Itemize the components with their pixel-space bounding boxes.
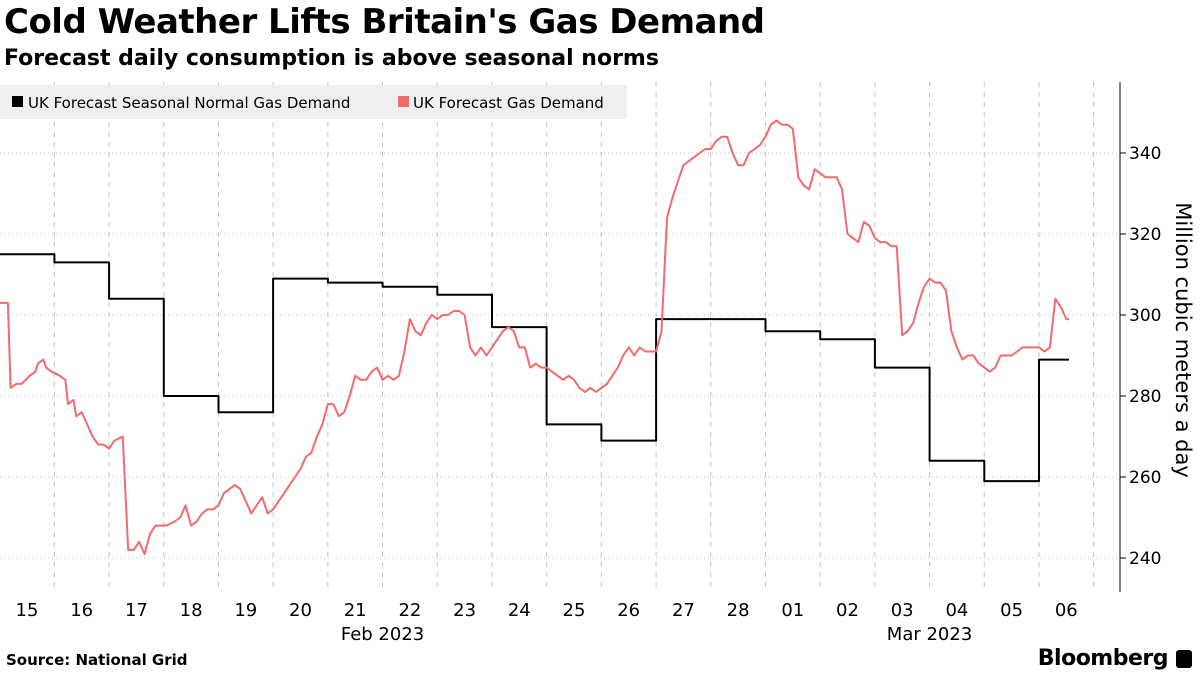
y-tick-label: 260: [1129, 468, 1161, 488]
x-tick-label: 20: [289, 600, 312, 621]
legend-swatch: [398, 96, 409, 107]
chart-subtitle: Forecast daily consumption is above seas…: [4, 46, 659, 71]
x-tick-label: 22: [398, 600, 421, 621]
y-tick-label: 320: [1129, 225, 1161, 245]
x-tick-label: 25: [563, 600, 586, 621]
y-axis-title: Million cubic meters a day: [1171, 202, 1195, 477]
x-month-label: Feb 2023: [341, 624, 424, 645]
x-tick-label: 19: [234, 600, 257, 621]
bloomberg-logo: Bloomberg: [1037, 646, 1169, 671]
x-tick-label: 01: [781, 600, 804, 621]
legend-box: [0, 85, 627, 119]
x-tick-label: 23: [453, 600, 476, 621]
x-tick-label: 03: [891, 600, 914, 621]
x-tick-label: 17: [125, 600, 148, 621]
series-line-forecast: [0, 119, 1069, 555]
x-tick-label: 24: [508, 600, 531, 621]
legend-label: UK Forecast Seasonal Normal Gas Demand: [28, 94, 350, 112]
x-tick-label: 04: [945, 600, 968, 621]
legend-swatch: [12, 96, 23, 107]
source-note: Source: National Grid: [6, 651, 188, 669]
chart-title: Cold Weather Lifts Britain's Gas Demand: [4, 2, 765, 42]
x-month-label: Mar 2023: [887, 624, 973, 645]
series-line-seasonal-normal: [0, 253, 1069, 483]
y-tick-label: 280: [1129, 387, 1161, 407]
x-tick-label: 16: [70, 600, 93, 621]
x-tick-label: 18: [180, 600, 203, 621]
legend-label: UK Forecast Gas Demand: [413, 94, 604, 112]
x-tick-label: 28: [727, 600, 750, 621]
x-tick-label: 02: [836, 600, 859, 621]
x-tick-label: 05: [1000, 600, 1023, 621]
x-tick-label: 15: [16, 600, 39, 621]
y-tick-label: 300: [1129, 306, 1161, 326]
x-tick-label: 06: [1055, 600, 1078, 621]
y-tick-label: 340: [1129, 144, 1161, 164]
x-tick-label: 26: [617, 600, 640, 621]
y-tick-label: 240: [1129, 549, 1161, 569]
x-tick-label: 27: [672, 600, 695, 621]
bloomberg-chart-icon: [1176, 650, 1192, 668]
x-tick-label: 21: [344, 600, 367, 621]
